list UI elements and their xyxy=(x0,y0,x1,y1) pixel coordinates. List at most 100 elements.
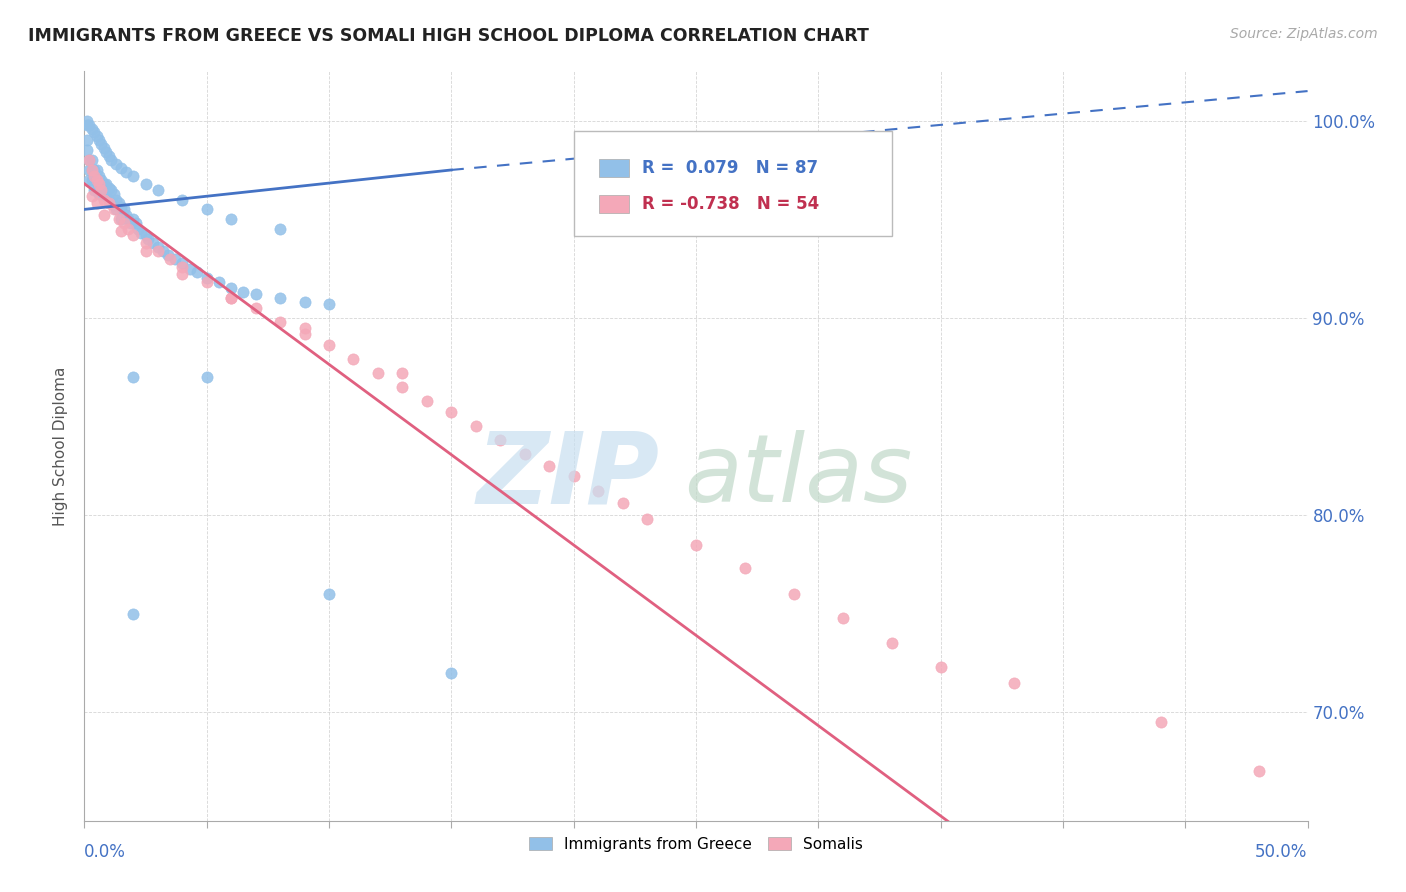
Point xyxy=(87,186,110,201)
Point xyxy=(929,660,952,674)
Point xyxy=(172,193,194,207)
Point xyxy=(685,538,707,552)
Point xyxy=(318,587,340,601)
Point xyxy=(97,180,120,194)
Point xyxy=(87,169,110,183)
Point xyxy=(86,183,108,197)
Point xyxy=(97,149,120,163)
Point xyxy=(135,227,157,242)
Point xyxy=(80,153,103,167)
Point xyxy=(96,188,118,202)
Point xyxy=(80,188,103,202)
Text: Source: ZipAtlas.com: Source: ZipAtlas.com xyxy=(1230,27,1378,41)
Point xyxy=(117,212,139,227)
FancyBboxPatch shape xyxy=(599,194,628,212)
Point xyxy=(115,208,138,222)
Point xyxy=(86,129,108,144)
Point xyxy=(146,244,169,258)
Point xyxy=(163,252,186,266)
Point xyxy=(87,177,110,191)
Point xyxy=(464,419,486,434)
Point xyxy=(122,370,145,384)
Point xyxy=(232,285,254,300)
Point xyxy=(831,610,853,624)
Point xyxy=(391,366,413,380)
Point xyxy=(195,370,218,384)
Point xyxy=(195,271,218,285)
Text: atlas: atlas xyxy=(683,431,912,522)
Point xyxy=(110,201,132,215)
Point xyxy=(110,161,132,175)
Point xyxy=(159,252,181,266)
Point xyxy=(86,196,108,211)
Point xyxy=(86,173,108,187)
Point xyxy=(122,212,145,227)
Point xyxy=(342,352,364,367)
Point xyxy=(105,193,128,207)
Point xyxy=(105,157,128,171)
Point xyxy=(93,186,115,201)
Point xyxy=(269,315,291,329)
Legend: Immigrants from Greece, Somalis: Immigrants from Greece, Somalis xyxy=(523,830,869,858)
Point xyxy=(179,261,201,276)
Point xyxy=(294,295,316,310)
Point xyxy=(152,244,174,258)
Point xyxy=(97,196,120,211)
Point xyxy=(110,224,132,238)
Text: ZIP: ZIP xyxy=(477,427,659,524)
Point xyxy=(135,177,157,191)
Point xyxy=(136,232,159,246)
Point xyxy=(80,173,103,187)
Point xyxy=(440,665,463,680)
Point xyxy=(80,163,103,178)
Point xyxy=(318,338,340,352)
Point xyxy=(783,587,806,601)
Point xyxy=(880,636,903,650)
Point xyxy=(129,226,152,240)
Point xyxy=(83,183,105,197)
Point xyxy=(80,121,103,136)
Point xyxy=(83,163,105,178)
Point xyxy=(195,276,218,290)
Text: 0.0%: 0.0% xyxy=(84,843,127,861)
Point xyxy=(122,169,145,183)
Point xyxy=(489,433,512,447)
Point xyxy=(103,198,125,212)
Point xyxy=(76,118,98,132)
Point xyxy=(110,212,132,227)
Point xyxy=(100,196,122,211)
Point xyxy=(562,468,585,483)
Point xyxy=(367,366,389,380)
Point xyxy=(76,113,98,128)
Point xyxy=(1247,764,1270,779)
Point xyxy=(146,240,169,254)
Point xyxy=(96,177,118,191)
FancyBboxPatch shape xyxy=(599,159,628,177)
Point xyxy=(245,287,267,301)
Point xyxy=(440,405,463,419)
Point xyxy=(76,143,98,157)
Point xyxy=(513,447,536,461)
Point xyxy=(612,496,634,510)
FancyBboxPatch shape xyxy=(574,131,891,236)
Point xyxy=(186,265,208,279)
Point xyxy=(100,183,122,197)
Point xyxy=(96,145,118,160)
Point xyxy=(77,163,100,178)
Point xyxy=(269,291,291,305)
Y-axis label: High School Diploma: High School Diploma xyxy=(53,367,69,525)
Point xyxy=(115,165,138,179)
Point xyxy=(391,380,413,394)
Point xyxy=(1150,714,1173,729)
Point xyxy=(219,291,242,305)
Point xyxy=(269,222,291,236)
Point xyxy=(87,177,110,191)
Point xyxy=(90,137,112,152)
Point xyxy=(219,291,242,305)
Point xyxy=(90,173,112,187)
Point xyxy=(87,133,110,147)
Point xyxy=(77,118,100,132)
Point xyxy=(172,260,194,274)
Point xyxy=(93,177,115,191)
Point xyxy=(135,244,157,258)
